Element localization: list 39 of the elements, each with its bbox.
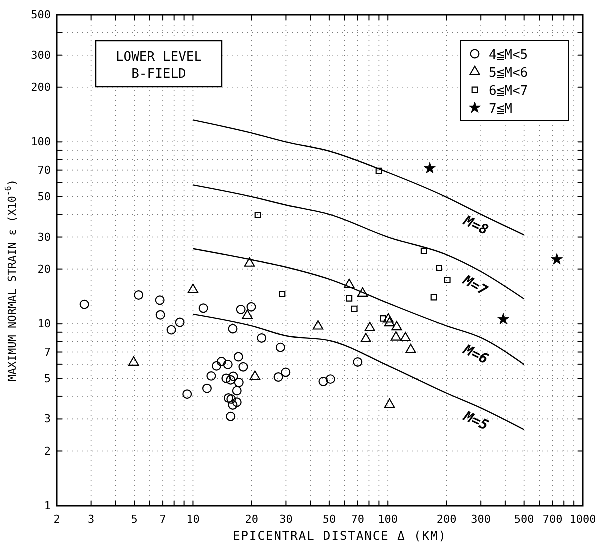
x-tick-label: 3	[88, 512, 95, 526]
x-tick-label: 100	[378, 512, 398, 526]
text: M=6	[460, 342, 491, 368]
x-tick-label: 50	[322, 512, 336, 526]
text: LOWER LEVEL B-FIELD	[116, 50, 202, 82]
y-tick-label: 10	[38, 318, 51, 331]
text: M=8	[460, 212, 491, 239]
legend-label: 5≦M<6	[489, 66, 528, 81]
x-tick-label: 70	[351, 512, 365, 526]
y-tick-label: 100	[31, 136, 51, 149]
legend-label: 6≦M<7	[489, 84, 528, 99]
y-tick-label: 3	[44, 412, 51, 426]
y-tick-label: 2	[44, 444, 51, 458]
y-tick-label: 500	[31, 8, 51, 22]
x-tick-label: 1000	[570, 512, 596, 526]
x-tick-label: 200	[436, 512, 457, 526]
y-tick-label: 300	[31, 48, 51, 62]
y-tick-label: 1	[44, 500, 51, 513]
x-tick-label: 500	[514, 512, 534, 526]
y-tick-label: 7	[44, 346, 51, 359]
x-tick-label: 5	[131, 512, 138, 526]
text: M=7	[459, 272, 491, 300]
y-tick-label: 50	[38, 190, 51, 204]
x-tick-label: 2	[54, 512, 60, 526]
y-tick-label: 5	[44, 372, 51, 386]
legend-label: 7≦M	[489, 102, 513, 117]
text: M=5	[460, 408, 491, 434]
x-tick-label: 700	[542, 512, 563, 526]
x-tick-label: 10	[186, 512, 200, 526]
y-tick-label: 70	[38, 164, 51, 177]
x-tick-label: 30	[280, 512, 293, 526]
x-tick-label: 300	[471, 512, 492, 526]
y-tick-label: 30	[38, 230, 51, 244]
x-tick-label: 20	[245, 512, 259, 526]
legend-label: 4≦M<5	[489, 48, 528, 63]
y-tick-label: 20	[38, 262, 51, 276]
x-tick-label: 7	[160, 512, 166, 526]
y-tick-label: 200	[31, 80, 51, 94]
x-axis-title: EPICENTRAL DISTANCE Δ (KM)	[233, 529, 447, 543]
